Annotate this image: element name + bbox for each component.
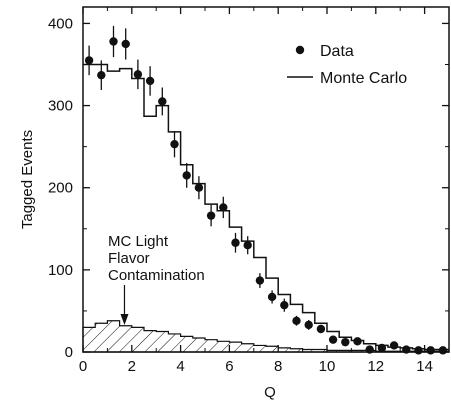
data-marker <box>426 346 435 355</box>
y-tick-label: 0 <box>65 344 73 361</box>
x-tick-label: 6 <box>225 358 233 375</box>
data-marker <box>243 241 252 250</box>
data-point <box>377 343 387 353</box>
x-tick-label: 10 <box>319 358 336 375</box>
data-marker <box>328 335 338 344</box>
data-point <box>109 25 118 58</box>
plot-frame <box>82 6 450 353</box>
monte-carlo-histogram <box>83 63 449 351</box>
y-axis-title: Tagged Events <box>19 130 36 229</box>
data-point <box>292 315 301 326</box>
data-marker <box>109 37 118 46</box>
data-point <box>145 66 155 96</box>
data-marker <box>182 171 191 180</box>
x-tick-label: 0 <box>79 358 87 375</box>
data-point <box>84 45 94 76</box>
y-tick-label: 300 <box>48 98 73 115</box>
data-point <box>133 59 143 90</box>
axis-ticks-layer: 0 2 4 6 8 10 12 14 0 100 200 300 400 <box>48 7 449 375</box>
data-marker <box>206 211 216 220</box>
x-tick-label: 8 <box>274 358 282 375</box>
data-point <box>280 298 289 312</box>
monte-carlo-histogram-layer <box>83 63 449 351</box>
data-marker <box>255 276 265 285</box>
data-marker <box>84 56 94 65</box>
legend-monte-carlo-label: Monte Carlo <box>320 70 407 87</box>
data-point <box>121 28 130 60</box>
annotation-line-1: MC Light <box>108 233 169 250</box>
data-marker <box>389 341 399 350</box>
data-marker <box>170 139 179 149</box>
data-point <box>353 337 362 346</box>
data-marker <box>316 324 326 334</box>
data-marker <box>97 70 106 80</box>
annotation-line-3: Contamination <box>108 267 205 284</box>
data-point <box>341 337 350 347</box>
data-marker <box>231 238 240 247</box>
data-point <box>304 319 313 330</box>
data-marker <box>219 203 228 212</box>
data-marker <box>341 337 350 347</box>
light-flavor-annotation: MC Light Flavor Contamination <box>108 233 205 325</box>
data-point <box>182 163 191 188</box>
data-marker <box>267 292 277 302</box>
x-axis-title: Q <box>264 384 276 401</box>
data-marker <box>121 39 130 49</box>
y-tick-label: 400 <box>48 15 73 32</box>
annotation-arrow-head <box>120 314 129 325</box>
data-points-layer <box>84 25 448 355</box>
legend-data-label: Data <box>320 43 354 60</box>
data-marker <box>438 346 448 355</box>
data-marker <box>353 337 362 346</box>
data-point <box>267 290 277 304</box>
data-point <box>438 346 448 355</box>
annotation-line-2: Flavor <box>108 250 150 267</box>
data-marker <box>145 76 155 86</box>
data-point <box>328 335 338 344</box>
data-point <box>194 176 204 200</box>
data-marker <box>194 183 204 192</box>
data-marker <box>377 343 387 353</box>
data-point <box>389 341 399 350</box>
data-point <box>231 232 240 253</box>
data-point <box>243 236 252 255</box>
x-tick-label: 12 <box>367 358 384 375</box>
data-marker <box>292 316 301 325</box>
data-point <box>219 196 228 219</box>
x-tick-label: 14 <box>416 358 433 375</box>
legend-data-marker <box>295 45 305 55</box>
data-marker <box>304 320 313 330</box>
data-point <box>426 346 435 355</box>
data-point <box>255 273 265 288</box>
data-point <box>414 346 423 355</box>
data-point <box>170 131 179 158</box>
x-tick-label: 4 <box>176 358 184 375</box>
legend: Data Monte Carlo <box>287 43 407 87</box>
x-tick-label: 2 <box>128 358 136 375</box>
data-point <box>97 60 106 90</box>
data-marker <box>414 346 423 355</box>
data-point <box>316 324 326 334</box>
data-point <box>158 87 167 116</box>
data-marker <box>280 300 289 310</box>
y-tick-label: 200 <box>48 180 73 197</box>
data-marker <box>133 70 143 79</box>
y-tick-label: 100 <box>48 262 73 279</box>
data-point <box>206 204 216 227</box>
data-marker <box>158 97 167 106</box>
